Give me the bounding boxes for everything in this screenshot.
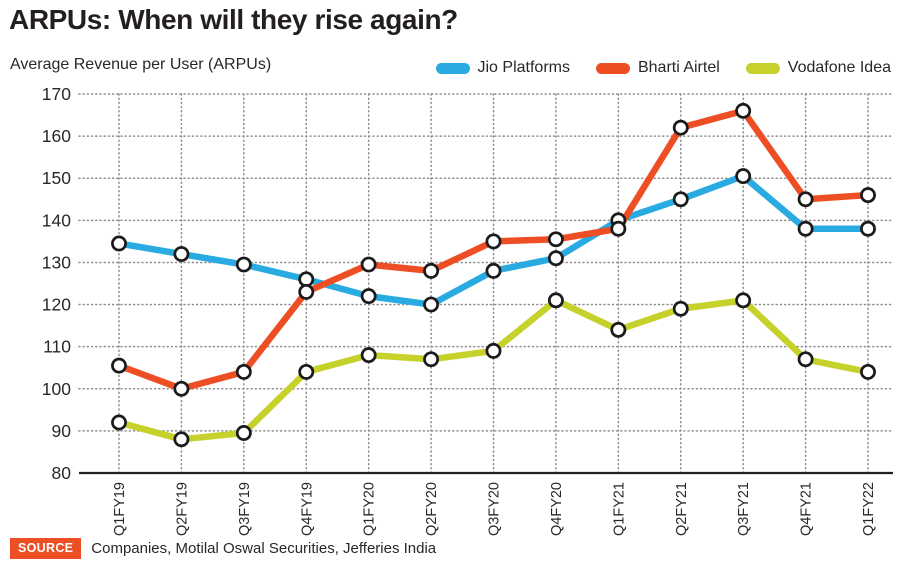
source-text: Companies, Motilal Oswal Securities, Jef… <box>91 540 437 557</box>
data-point-marker <box>111 414 127 431</box>
data-point-marker <box>797 220 814 237</box>
x-tick-label: Q3FY19 <box>237 482 253 536</box>
legend-label: Bharti Airtel <box>637 59 720 76</box>
legend-item-jio-platforms: Jio Platforms <box>435 59 570 77</box>
data-point-marker <box>360 347 377 364</box>
x-tick-label: Q2FY19 <box>174 482 190 536</box>
data-point-marker <box>298 363 315 380</box>
y-tick-label: 100 <box>42 379 71 399</box>
data-point-marker <box>298 271 315 288</box>
data-point-marker <box>298 283 315 300</box>
legend-label: Vodafone Idea <box>787 59 891 76</box>
x-tick-label: Q1FY20 <box>362 482 378 536</box>
legend-swatch-icon <box>595 62 630 74</box>
x-tick-label: Q4FY20 <box>549 482 565 536</box>
chart-legend: Jio Platforms Bharti Airtel Vodafone Idea <box>435 59 891 77</box>
source-badge: SOURCE <box>10 538 82 559</box>
data-point-marker <box>423 262 440 279</box>
legend-swatch-icon <box>435 62 470 74</box>
x-tick-label: Q2FY20 <box>424 482 440 536</box>
data-point-marker <box>360 256 377 273</box>
y-tick-label: 110 <box>43 337 71 357</box>
x-gridlines <box>118 93 869 473</box>
x-tick-label: Q1FY22 <box>861 482 877 536</box>
data-point-marker <box>860 187 876 204</box>
y-tick-label: 80 <box>52 463 72 483</box>
y-tick-label: 90 <box>52 421 72 441</box>
data-point-marker <box>860 363 876 380</box>
data-point-marker <box>235 256 252 273</box>
data-point-marker <box>547 292 564 309</box>
data-point-marker <box>360 288 377 305</box>
data-point-marker <box>111 357 127 374</box>
data-point-marker <box>423 296 440 313</box>
data-point-marker <box>423 351 440 368</box>
legend-label: Jio Platforms <box>477 59 570 76</box>
page-title: ARPUs: When will they rise again? <box>9 4 458 35</box>
data-point-markers <box>111 102 876 448</box>
data-point-marker <box>672 300 689 317</box>
data-point-marker <box>547 231 564 248</box>
x-tick-label: Q1FY21 <box>611 482 627 536</box>
data-point-marker <box>235 425 252 441</box>
y-tick-label: 160 <box>42 126 71 146</box>
x-tick-label: Q3FY20 <box>487 482 503 536</box>
x-tick-label: Q4FY21 <box>799 482 815 536</box>
x-tick-label: Q3FY21 <box>736 482 752 536</box>
legend-item-bharti-airtel: Bharti Airtel <box>595 59 720 77</box>
chart-subtitle: Average Revenue per User (ARPUs) <box>10 56 272 73</box>
data-point-marker <box>235 363 252 380</box>
legend-item-vodafone-idea: Vodafone Idea <box>745 59 891 77</box>
data-point-marker <box>797 351 814 368</box>
data-point-marker <box>672 191 689 208</box>
y-tick-label: 170 <box>42 84 71 104</box>
data-point-marker <box>735 168 752 185</box>
data-point-marker <box>672 119 689 136</box>
y-axis-labels: 80 90 100 110 120 130 140 150 160 170 <box>42 84 71 483</box>
data-point-marker <box>173 380 190 397</box>
data-point-marker <box>485 262 502 279</box>
y-tick-label: 120 <box>42 295 71 315</box>
data-point-marker <box>485 342 502 359</box>
data-point-marker <box>485 233 502 250</box>
data-point-marker <box>797 191 814 208</box>
x-tick-label: Q4FY19 <box>299 482 315 536</box>
y-tick-label: 140 <box>42 210 71 230</box>
data-point-marker <box>735 102 752 119</box>
data-point-marker <box>610 220 627 237</box>
x-tick-label: Q2FY21 <box>674 482 690 536</box>
x-tick-label: Q1FY19 <box>112 482 128 536</box>
y-tick-label: 150 <box>42 168 71 188</box>
data-point-marker <box>111 235 127 252</box>
data-point-marker <box>547 250 564 267</box>
x-axis-labels: Q1FY19 Q2FY19 Q3FY19 Q4FY19 Q1FY20 Q2FY20 Q3FY… <box>112 482 877 536</box>
data-point-marker <box>173 246 190 262</box>
y-tick-label: 130 <box>42 252 71 272</box>
data-point-marker <box>173 431 190 448</box>
data-point-marker <box>610 321 627 338</box>
legend-swatch-icon <box>745 62 780 74</box>
source-row: SOURCE Companies, Motilal Oswal Securiti… <box>10 538 436 559</box>
data-point-marker <box>860 220 876 237</box>
data-point-marker <box>735 292 752 309</box>
